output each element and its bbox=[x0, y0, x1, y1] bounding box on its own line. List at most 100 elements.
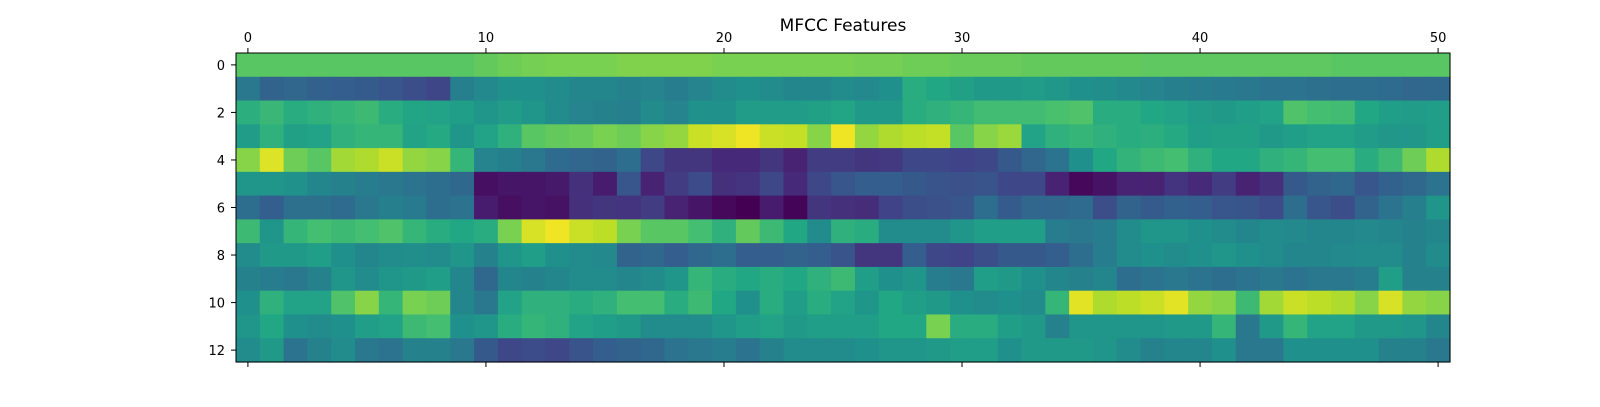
heatmap-cell bbox=[1378, 124, 1403, 149]
heatmap-cell bbox=[307, 290, 332, 316]
heatmap-cell bbox=[1092, 124, 1118, 149]
heatmap-cell bbox=[236, 219, 261, 244]
heatmap-cell bbox=[735, 171, 761, 197]
heatmap-cell bbox=[902, 148, 927, 173]
heatmap-cell bbox=[1188, 219, 1213, 244]
heatmap-cell bbox=[1426, 266, 1451, 292]
heatmap-cell bbox=[426, 290, 451, 316]
heatmap-cell bbox=[878, 148, 904, 173]
heatmap-cell bbox=[450, 124, 475, 149]
heatmap-cell bbox=[1259, 100, 1284, 125]
heatmap-cell bbox=[854, 219, 880, 244]
heatmap-cell bbox=[831, 124, 856, 149]
heatmap-cell bbox=[997, 338, 1023, 363]
heatmap-cell bbox=[450, 171, 475, 197]
heatmap-cell bbox=[378, 76, 404, 102]
heatmap-cell bbox=[854, 124, 880, 149]
x-axis-ticks: 0 10 20 30 40 50 bbox=[244, 31, 1446, 367]
heatmap-cell bbox=[378, 171, 404, 197]
heatmap-cell bbox=[1211, 124, 1237, 149]
heatmap-cell bbox=[1283, 314, 1308, 339]
heatmap-cell bbox=[831, 148, 856, 173]
heatmap-cell bbox=[307, 243, 332, 268]
heatmap-cell bbox=[783, 338, 808, 363]
heatmap-cell bbox=[1069, 148, 1094, 173]
heatmap-cell bbox=[807, 266, 832, 292]
heatmap-cell bbox=[545, 266, 570, 292]
heatmap-cell bbox=[1259, 338, 1284, 363]
heatmap-cell bbox=[1116, 266, 1142, 292]
heatmap-cell bbox=[1116, 100, 1142, 125]
heatmap-cell bbox=[450, 290, 475, 316]
heatmap-cell bbox=[593, 314, 618, 339]
heatmap-cell bbox=[426, 195, 451, 220]
heatmap-cell bbox=[1140, 148, 1165, 173]
heatmap-cell bbox=[378, 219, 404, 244]
heatmap-cell bbox=[1307, 100, 1332, 125]
heatmap-cell bbox=[1069, 219, 1094, 244]
heatmap-cell bbox=[378, 100, 404, 125]
heatmap-cell bbox=[616, 148, 642, 173]
heatmap-cell bbox=[331, 171, 356, 197]
heatmap-cell bbox=[307, 53, 332, 78]
heatmap-cell bbox=[1259, 290, 1284, 316]
heatmap-cell bbox=[283, 338, 309, 363]
heatmap-cell bbox=[355, 290, 380, 316]
heatmap-cell bbox=[1188, 171, 1213, 197]
heatmap-cell bbox=[926, 243, 951, 268]
heatmap-cell bbox=[878, 314, 904, 339]
heatmap-cell bbox=[521, 195, 547, 220]
heatmap-cell bbox=[1426, 243, 1451, 268]
heatmap-cell bbox=[1307, 219, 1332, 244]
heatmap-cell bbox=[545, 290, 570, 316]
heatmap-cell bbox=[854, 314, 880, 339]
heatmap-cell bbox=[355, 171, 380, 197]
heatmap-cell bbox=[236, 195, 261, 220]
heatmap-cell bbox=[902, 219, 927, 244]
heatmap-cell bbox=[1116, 219, 1142, 244]
heatmap-cell bbox=[1426, 171, 1451, 197]
heatmap-cell bbox=[331, 314, 356, 339]
heatmap-cell bbox=[1235, 266, 1261, 292]
heatmap-cell bbox=[854, 76, 880, 102]
heatmap-cell bbox=[831, 171, 856, 197]
heatmap-cell bbox=[378, 53, 404, 78]
heatmap-cell bbox=[1307, 148, 1332, 173]
heatmap-cell bbox=[973, 314, 999, 339]
heatmap-cell bbox=[1402, 243, 1427, 268]
heatmap-cell bbox=[426, 53, 451, 78]
heatmap-cell bbox=[1330, 124, 1356, 149]
heatmap-cell bbox=[1188, 290, 1213, 316]
heatmap-cell bbox=[1116, 148, 1142, 173]
heatmap-cell bbox=[1164, 290, 1189, 316]
heatmap-cell bbox=[1164, 53, 1189, 78]
heatmap-cell bbox=[759, 338, 785, 363]
heatmap-cell bbox=[1330, 290, 1356, 316]
heatmap-cell bbox=[236, 266, 261, 292]
heatmap-cell bbox=[688, 338, 713, 363]
heatmap-cell bbox=[236, 338, 261, 363]
heatmap-cell bbox=[259, 100, 285, 125]
heatmap-cell bbox=[1235, 219, 1261, 244]
heatmap-cell bbox=[236, 171, 261, 197]
heatmap-cell bbox=[640, 243, 666, 268]
heatmap-cell bbox=[997, 314, 1023, 339]
heatmap-cell bbox=[593, 53, 618, 78]
heatmap-cell bbox=[973, 219, 999, 244]
heatmap-cell bbox=[712, 53, 737, 78]
heatmap-cell bbox=[1140, 290, 1165, 316]
heatmap-cell bbox=[450, 314, 475, 339]
heatmap-cell bbox=[926, 148, 951, 173]
heatmap-cell bbox=[569, 314, 594, 339]
heatmap-cell bbox=[878, 53, 904, 78]
heatmap-cell bbox=[664, 195, 689, 220]
heatmap-cell bbox=[616, 124, 642, 149]
heatmap-cell bbox=[307, 124, 332, 149]
heatmap-cell bbox=[1069, 243, 1094, 268]
heatmap-cell bbox=[640, 171, 666, 197]
heatmap-cell bbox=[1426, 338, 1451, 363]
heatmap-cell bbox=[664, 314, 689, 339]
heatmap-cell bbox=[878, 171, 904, 197]
heatmap-cell bbox=[355, 76, 380, 102]
heatmap-cell bbox=[1116, 338, 1142, 363]
